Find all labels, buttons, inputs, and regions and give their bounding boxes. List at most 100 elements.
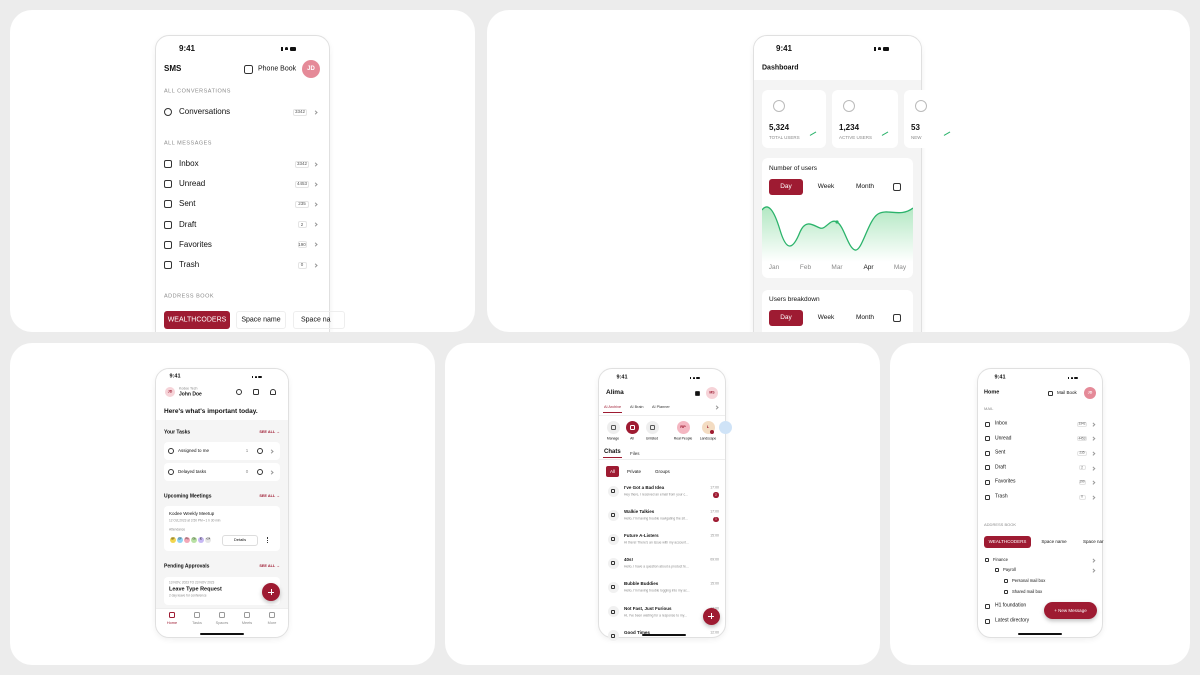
section-title: Pending Approvals [164,563,210,570]
tab-label[interactable]: Week [817,182,835,190]
row-label[interactable]: Inbox [179,159,199,168]
signal-icon [874,47,876,51]
row-label[interactable]: Sent [179,199,196,209]
row-label[interactable]: Trash [995,493,1008,500]
stat-card [762,90,826,148]
home-indicator [1018,633,1062,635]
row-label[interactable]: Draft [995,464,1006,471]
nav-label[interactable]: Spaces [215,621,229,626]
panel: 9:41 Home Mail Book JD MAIL Inbox 3342 Unread 44… [890,343,1190,665]
page-title: Home [984,389,1000,396]
tab-active[interactable] [164,311,230,329]
tab[interactable] [293,311,345,329]
chat-name[interactable]: 40s! [624,557,634,563]
tab-label[interactable]: Month [855,182,875,190]
new-message-button[interactable] [1044,602,1097,619]
tab-label[interactable]: Private [627,468,642,474]
tab[interactable] [236,311,286,329]
ai-tab[interactable]: AI Planner [652,405,670,410]
phone [977,368,1103,638]
stat-value: 5,324 [769,123,790,132]
tab-active[interactable] [769,179,803,195]
chat-name[interactable]: Good Times [624,629,650,635]
filter-badge [709,429,715,435]
row-label[interactable]: Favorites [179,239,212,249]
signal-icon [281,47,283,51]
chat-time: 12:00 [710,629,719,634]
phone-book-button[interactable]: Phone Book [258,65,297,73]
row-label[interactable]: Favorites [995,478,1016,485]
see-all-link[interactable]: SEE ALL → [259,564,280,569]
filter-circle [606,420,620,434]
tree-item[interactable]: Shared mail box [1012,588,1043,594]
mail-book-button[interactable]: Mail Book [1057,389,1077,395]
tab-label: WEALTHCODERS [988,538,1027,544]
row-label[interactable]: Sent [995,449,1006,456]
tab-label[interactable]: Files [630,450,640,456]
row-label[interactable]: Unread [179,179,206,189]
tab-label[interactable]: Space nar [1083,538,1104,544]
filter-initials: L [706,424,710,429]
chat-name[interactable]: Future A-Listers [624,532,659,538]
tab-label: WEALTHCODERS [167,316,227,324]
filter-icon [649,424,655,430]
nav-label[interactable]: Home [166,621,178,626]
count-badge [1078,465,1086,471]
chat-name[interactable]: Not Fast, Just Furious [624,605,672,611]
attendee-initials: EF [178,537,182,541]
status-time: 9:41 [616,374,628,381]
row-label[interactable]: Unread [995,435,1012,442]
chat-name[interactable]: Walkie Talkies [624,508,655,514]
page-title: Alima [606,388,624,396]
avatar-initials: MS [709,390,715,395]
tab-active[interactable] [606,466,619,477]
tree-item[interactable]: Personal mail box [1012,577,1046,583]
nav-label[interactable]: More [267,621,277,626]
ai-tab[interactable]: AI Archive [604,405,622,410]
tab-label[interactable]: Week [817,313,835,321]
tab-active[interactable] [769,310,803,326]
row-label[interactable]: Conversations [179,107,231,116]
chat-glyph [611,537,615,542]
stat-label: NEW [911,134,922,140]
folder-icon [984,421,990,427]
tab-label[interactable]: Chats [604,449,621,455]
filter-icon [629,424,635,430]
calendar-icon [253,389,259,395]
filter-label: Landscape [699,436,717,441]
task-row[interactable] [164,463,280,481]
count: 190 [298,241,306,247]
chat-name[interactable]: Bubble Buddies [624,581,659,587]
see-all-link[interactable]: SEE ALL → [259,430,280,435]
meeting-time: 12 Oct,2023 at 3:50 PM • 1 h 30 min [169,518,221,523]
row-label[interactable]: Draft [179,219,197,229]
tab-active[interactable] [984,536,1031,548]
chevron [312,109,318,115]
tab-label[interactable]: Groups [655,468,670,474]
see-all-link[interactable]: SEE ALL → [259,494,280,499]
chat-name[interactable]: I've Got a Bad Idea [624,484,665,490]
count: 3342 [294,108,306,114]
count-badge [297,221,307,229]
tab-label[interactable]: Month [855,313,875,321]
header [156,369,288,402]
ai-tab[interactable]: AI Brain [630,405,644,410]
tree-item[interactable]: Payroll [1003,566,1016,572]
nav-label[interactable]: Tasks [192,621,202,626]
attendee-initials: BF [171,537,175,541]
row-label[interactable]: Trash [179,260,200,269]
tab-label[interactable]: Space name [1041,538,1067,544]
folder-label[interactable]: Latest directory [995,617,1030,624]
folder-icon [164,200,172,209]
details-button[interactable] [222,535,258,546]
count: 2 [300,221,304,227]
tree-item[interactable]: Finance [993,556,1008,562]
nav-label[interactable]: Meets [241,621,253,626]
task-row[interactable] [164,442,280,460]
row-label[interactable]: Inbox [995,420,1008,427]
page-title: SMS [164,64,182,73]
plus-icon [710,613,712,619]
folder-label[interactable]: H1 foundation [995,602,1027,609]
approval-name: Leave Type Request [169,586,222,593]
